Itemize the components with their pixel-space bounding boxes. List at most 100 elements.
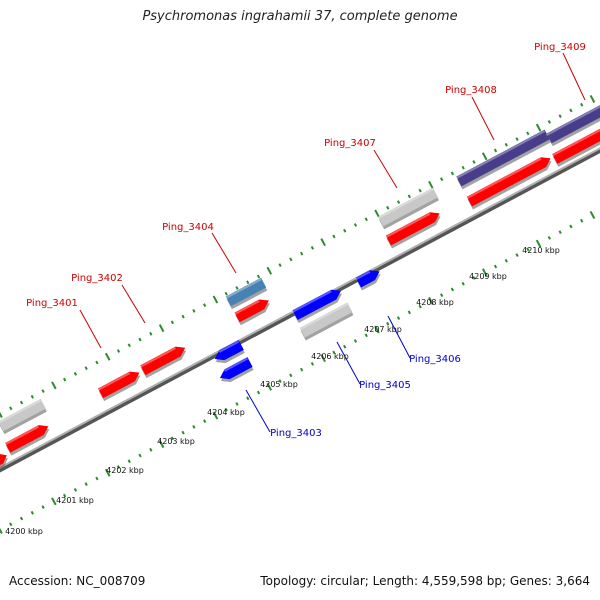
tick-mark <box>30 510 34 515</box>
gene-box-gray[interactable] <box>0 398 47 435</box>
tick-mark <box>30 394 34 399</box>
tick-mark <box>149 447 153 452</box>
axis-label: 4209 kbp <box>469 272 507 281</box>
label-leader-line <box>562 52 586 101</box>
tick-mark <box>138 337 142 342</box>
gene-arrow-red[interactable] <box>97 371 141 402</box>
tick-mark <box>181 430 185 435</box>
tick-mark <box>116 465 121 469</box>
tick-mark <box>515 253 519 257</box>
gene-arrow-red[interactable] <box>551 128 600 167</box>
gene-label[interactable]: Ping_3401 <box>26 298 78 309</box>
tick-mark <box>212 295 219 304</box>
tick-mark <box>332 350 336 355</box>
tick-mark <box>428 296 434 305</box>
label-leader-line <box>245 389 271 433</box>
tick-mark <box>289 373 293 378</box>
gene-arrow-red[interactable] <box>0 454 8 473</box>
tick-mark <box>472 276 476 280</box>
tick-mark <box>84 366 88 371</box>
tick-mark <box>418 188 422 193</box>
gene-box-gray[interactable] <box>377 187 439 230</box>
tick-mark <box>320 354 326 363</box>
gene-arrow-red[interactable] <box>385 212 441 249</box>
tick-mark <box>558 230 562 235</box>
tick-mark <box>569 224 573 229</box>
tick-mark <box>386 321 390 326</box>
gene-arrow-blue[interactable] <box>291 289 342 324</box>
gene-label[interactable]: Ping_3402 <box>71 273 123 284</box>
gene-label[interactable]: Ping_3406 <box>409 354 461 365</box>
gene-features <box>0 101 600 473</box>
gene-arrow-blue[interactable] <box>355 270 381 291</box>
gene-label[interactable]: Ping_3407 <box>324 138 376 149</box>
tick-mark <box>320 238 326 247</box>
gene-label[interactable]: Ping_3409 <box>534 42 586 53</box>
tick-mark <box>158 324 165 333</box>
tick-mark <box>418 304 422 309</box>
tick-mark <box>504 258 508 263</box>
tick-mark <box>278 379 282 383</box>
tick-mark <box>526 131 530 136</box>
axis-label: 4210 kbp <box>522 246 560 255</box>
tick-mark <box>310 246 315 250</box>
tick-mark <box>224 407 228 412</box>
tick-mark <box>62 493 67 498</box>
tick-mark <box>224 291 228 296</box>
label-leader-line <box>336 341 361 385</box>
tick-mark <box>343 228 347 233</box>
gene-arrow-blue[interactable] <box>219 357 254 383</box>
gene-arrow-red[interactable] <box>4 425 50 456</box>
tick-mark <box>116 349 121 353</box>
tick-mark <box>353 339 358 343</box>
tick-mark <box>580 102 584 107</box>
gene-arrow-red[interactable] <box>139 346 187 379</box>
gene-arrow-blue[interactable] <box>214 340 245 364</box>
tick-mark <box>19 516 24 521</box>
tick-mark <box>41 505 45 509</box>
tick-mark <box>256 390 261 395</box>
tick-mark <box>461 281 465 286</box>
tick-mark <box>246 280 250 285</box>
gene-box-steel[interactable] <box>225 277 268 310</box>
tick-mark <box>203 419 207 424</box>
tick-mark <box>343 344 347 349</box>
gene-arrow-red[interactable] <box>466 157 552 210</box>
tick-mark <box>364 333 368 338</box>
tick-mark <box>535 239 542 248</box>
tick-mark <box>256 274 261 279</box>
gene-box-purple[interactable] <box>546 101 600 147</box>
tick-mark <box>396 316 401 320</box>
tick-mark <box>9 406 13 411</box>
tick-mark <box>450 287 455 292</box>
tick-mark <box>212 411 219 420</box>
tick-mark <box>364 217 368 222</box>
axis-label: 4202 kbp <box>106 466 144 475</box>
label-leader-line <box>79 309 102 349</box>
label-leader-line <box>211 232 237 274</box>
tick-mark <box>299 367 304 372</box>
label-leader-line <box>373 149 398 189</box>
gene-label[interactable]: Ping_3408 <box>445 85 497 96</box>
label-leader-line <box>387 315 411 359</box>
tick-mark <box>246 396 250 401</box>
gene-label[interactable]: Ping_3403 <box>270 428 322 439</box>
tick-mark <box>535 123 542 132</box>
gene-box-gray[interactable] <box>299 302 354 341</box>
gene-box-purple[interactable] <box>455 129 551 190</box>
lower-tick-track <box>0 210 596 535</box>
tick-mark <box>192 309 196 313</box>
tick-mark <box>170 320 174 325</box>
tick-mark <box>104 468 111 477</box>
tick-mark <box>374 209 380 218</box>
tick-mark <box>84 482 88 487</box>
tick-mark <box>493 148 498 153</box>
label-leader-line <box>121 284 146 324</box>
gene-arrow-red[interactable] <box>234 299 270 326</box>
tick-mark <box>170 436 174 441</box>
gene-label[interactable]: Ping_3405 <box>359 380 411 391</box>
tick-mark <box>589 210 596 219</box>
tick-mark <box>149 331 153 336</box>
tick-mark <box>407 194 411 199</box>
gene-label[interactable]: Ping_3404 <box>162 222 214 233</box>
